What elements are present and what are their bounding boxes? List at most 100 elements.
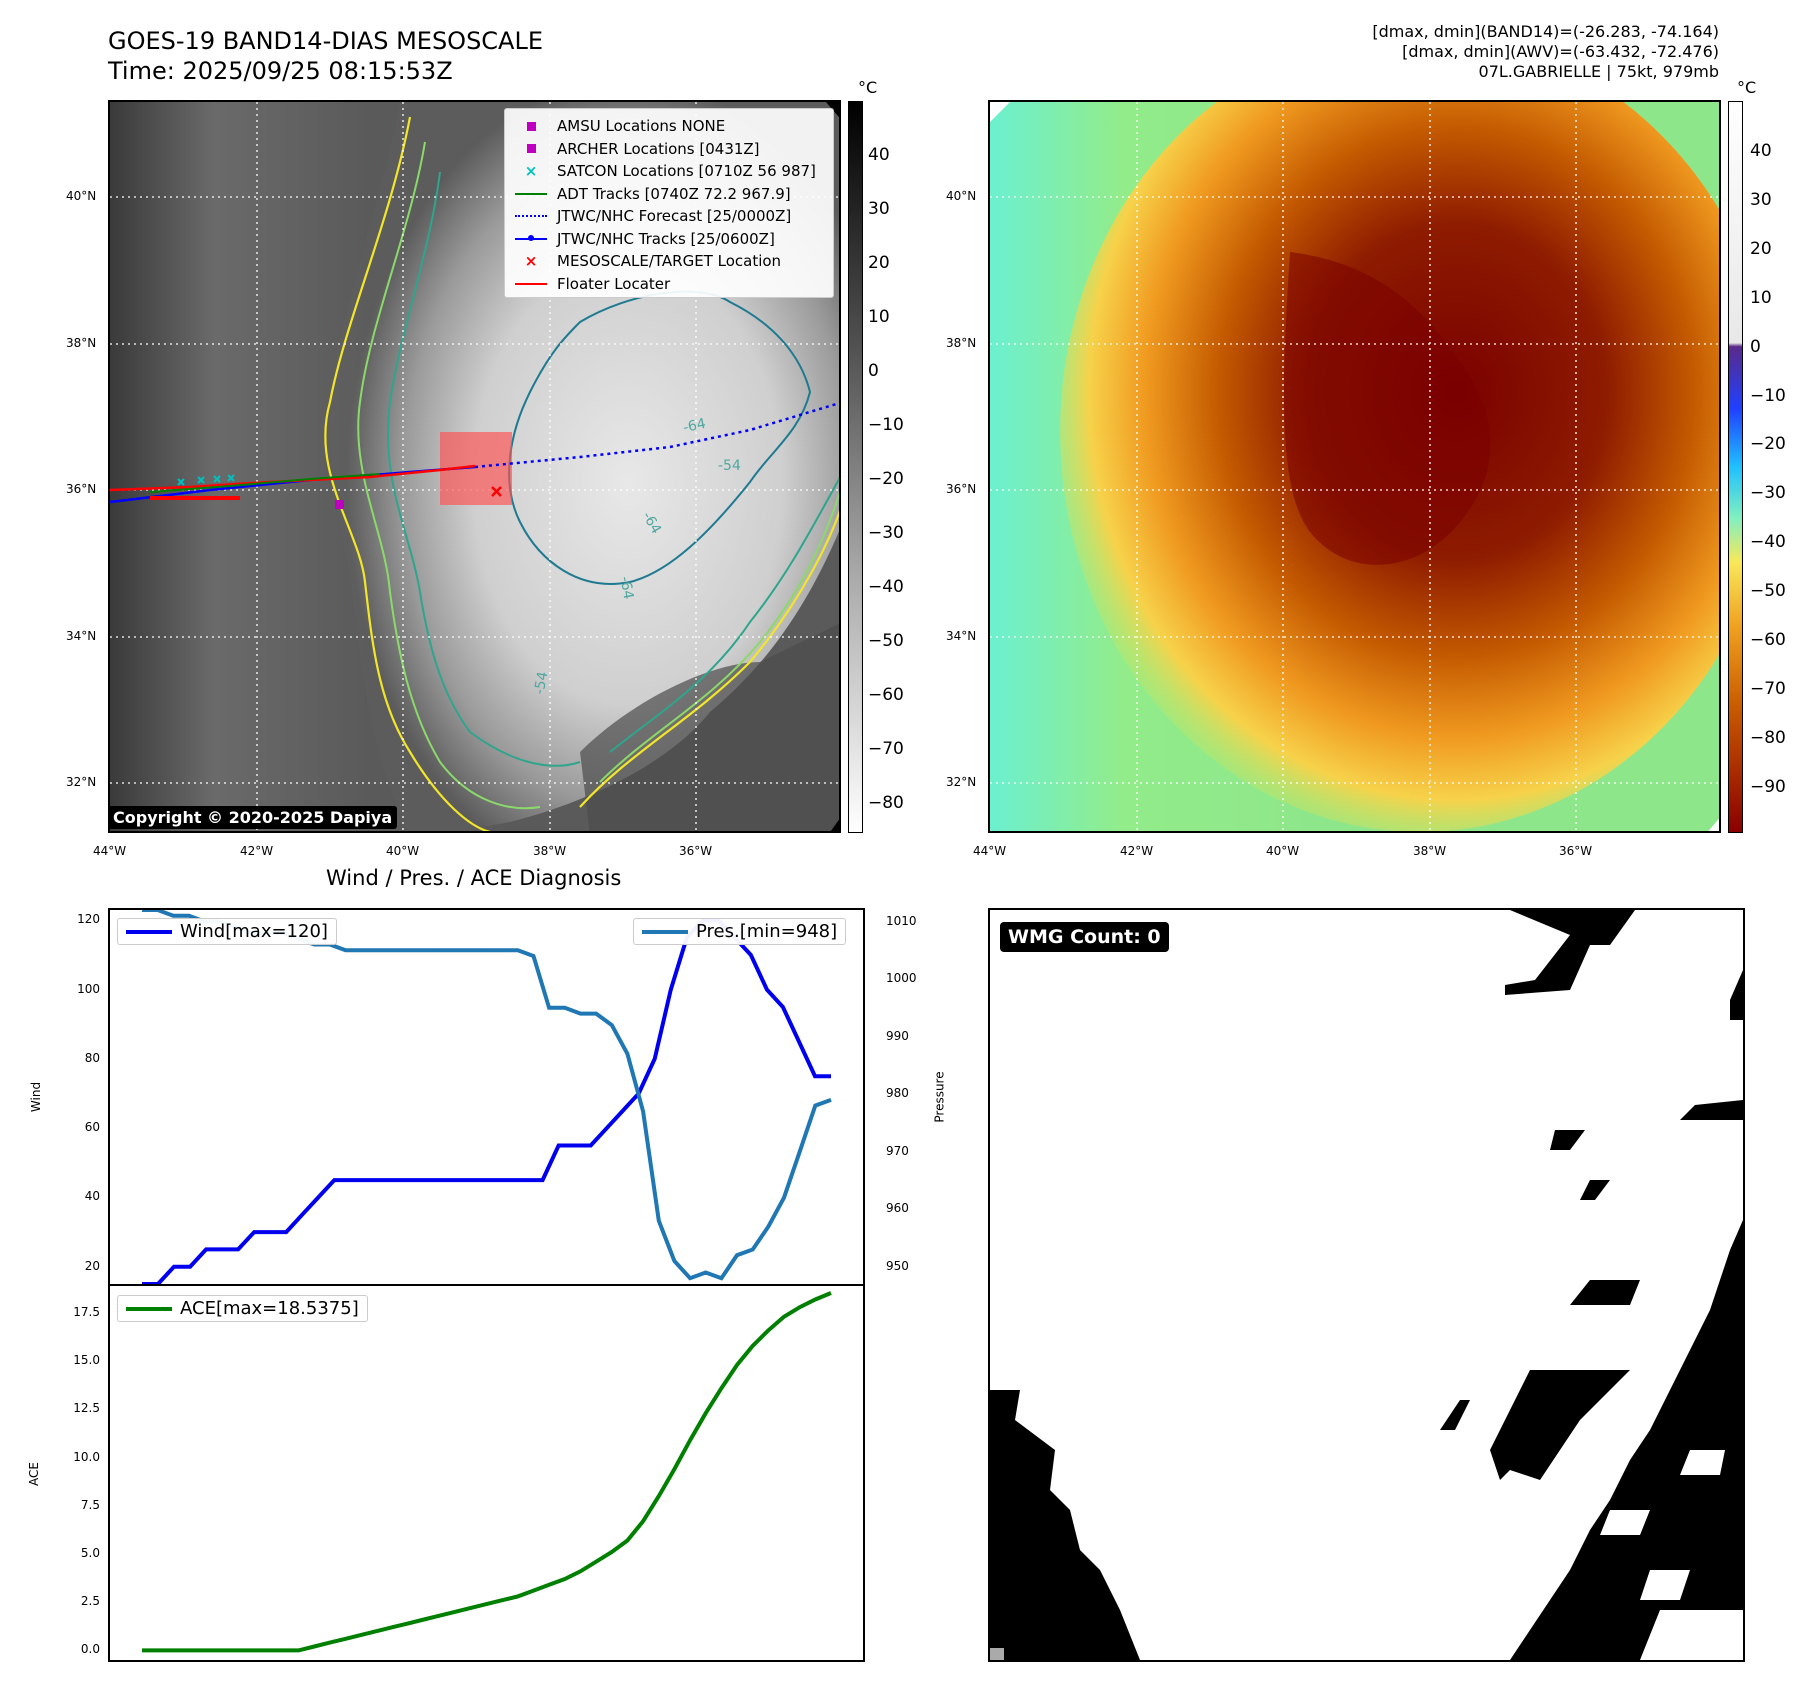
axis-tick-label: 60 bbox=[84, 1120, 100, 1135]
wind-legend-label: Wind[max=120] bbox=[180, 921, 328, 942]
axis-tick-label: 2.5 bbox=[80, 1594, 100, 1609]
lat-label: 38°N bbox=[946, 336, 977, 350]
colorbar-tick-label: −20 bbox=[868, 469, 904, 489]
copyright-badge: Copyright © 2020-2025 Dapiya bbox=[108, 806, 398, 829]
colorbar-tick-label: 10 bbox=[868, 307, 890, 327]
axis-tick-label: 5.0 bbox=[80, 1545, 100, 1560]
legend-row-amsu: AMSU Locations NONE bbox=[513, 115, 825, 138]
floater-track bbox=[110, 464, 476, 492]
lon-label: 40°W bbox=[1266, 844, 1300, 858]
axis-tick-label: 970 bbox=[886, 1143, 909, 1158]
lat-label: 32°N bbox=[946, 775, 977, 789]
lat-label: 36°N bbox=[946, 482, 977, 496]
axis-tick-label: 12.5 bbox=[73, 1401, 100, 1416]
colorbar-tick-label: 30 bbox=[868, 199, 890, 219]
wind-legend: Wind[max=120] bbox=[117, 918, 337, 945]
wind-pres-svg bbox=[141, 910, 832, 1284]
contour-label: -54 bbox=[718, 458, 741, 474]
colorbar-tick-label: −70 bbox=[1750, 678, 1786, 699]
legend-label: ARCHER Locations [0431Z] bbox=[557, 139, 760, 158]
ace-legend-label: ACE[max=18.5375] bbox=[180, 1298, 359, 1319]
solid-line-icon bbox=[513, 282, 549, 285]
colorbar-tick-label: −40 bbox=[1750, 532, 1786, 553]
ace-legend: ACE[max=18.5375] bbox=[117, 1295, 368, 1322]
wind-legend-swatch bbox=[126, 929, 172, 934]
axis-tick-label: 40 bbox=[84, 1189, 100, 1204]
lon-label: 42°W bbox=[1120, 844, 1154, 858]
ace-panel bbox=[108, 1284, 865, 1662]
colorbar-tick-label: −50 bbox=[868, 631, 904, 651]
axis-tick-label: 0.0 bbox=[80, 1642, 100, 1657]
axis-tick-label: 1010 bbox=[886, 913, 917, 928]
axis-tick-label: 950 bbox=[886, 1258, 909, 1273]
colorbar-unit: °C bbox=[1737, 78, 1757, 97]
lat-label: 40°N bbox=[946, 189, 977, 203]
lat-label: 36°N bbox=[66, 482, 97, 496]
wind-series-line bbox=[142, 918, 831, 1284]
legend-row-archer: ARCHER Locations [0431Z] bbox=[513, 138, 825, 161]
awv-map-panel bbox=[988, 100, 1721, 833]
ace-legend-swatch bbox=[126, 1306, 172, 1311]
satcon-markers bbox=[177, 474, 235, 486]
colorbar-tick-label: 30 bbox=[1750, 189, 1772, 210]
x-marker-icon: × bbox=[524, 252, 538, 271]
wmg-mask-svg bbox=[990, 910, 1743, 1660]
green-contour bbox=[386, 171, 839, 767]
legend-label: JTWC/NHC Forecast [25/0000Z] bbox=[557, 207, 792, 226]
x-marker-icon: × bbox=[524, 162, 538, 181]
axis-tick-label: 120 bbox=[77, 912, 100, 927]
axis-tick-label: 100 bbox=[77, 981, 100, 996]
gray-colorbar bbox=[848, 101, 863, 833]
ace-series-line bbox=[142, 1291, 832, 1653]
colorbar-tick-label: 40 bbox=[868, 145, 890, 165]
info-line-1: [dmax, dmin](BAND14)=(-26.283, -74.164) bbox=[1372, 22, 1719, 41]
wind-pres-panel bbox=[108, 908, 865, 1286]
awv-map-svg bbox=[990, 102, 1719, 831]
legend-row-satcon: × SATCON Locations [0710Z 56 987] bbox=[513, 160, 825, 183]
color-colorbar bbox=[1728, 101, 1743, 833]
forecast-track bbox=[474, 401, 839, 469]
pres-legend-label: Pres.[min=948] bbox=[696, 921, 838, 942]
colorbar-tick-label: −40 bbox=[868, 577, 904, 597]
pres-legend-swatch bbox=[642, 929, 688, 934]
lon-label: 36°W bbox=[679, 844, 713, 858]
lat-label: 34°N bbox=[946, 629, 977, 643]
pressure-axis-label: Pressure bbox=[932, 1071, 947, 1123]
dotted-line-icon bbox=[513, 215, 549, 218]
legend-row-tracks: JTWC/NHC Tracks [25/0600Z] bbox=[513, 228, 825, 251]
colorbar-tick-label: −80 bbox=[868, 793, 904, 813]
square-marker-icon bbox=[513, 144, 549, 154]
axis-tick-label: 7.5 bbox=[80, 1497, 100, 1512]
colorbar-tick-label: −50 bbox=[1750, 581, 1786, 602]
colorbar-tick-label: 0 bbox=[868, 361, 879, 381]
line-dot-icon bbox=[513, 234, 549, 241]
colorbar-tick-label: −30 bbox=[868, 523, 904, 543]
diag-title: Wind / Pres. / ACE Diagnosis bbox=[326, 866, 622, 890]
legend-label: SATCON Locations [0710Z 56 987] bbox=[557, 162, 816, 181]
legend-label: Floater Locater bbox=[557, 274, 671, 293]
solid-line-icon bbox=[513, 192, 549, 195]
square-marker-icon bbox=[513, 121, 549, 131]
info-line-2: [dmax, dmin](AWV)=(-63.432, -72.476) bbox=[1402, 42, 1719, 61]
title-line-1: GOES-19 BAND14-DIAS MESOSCALE bbox=[108, 27, 544, 55]
lon-label: 36°W bbox=[1559, 844, 1593, 858]
axis-tick-label: 17.5 bbox=[73, 1304, 100, 1319]
colorbar-unit: °C bbox=[858, 78, 878, 97]
legend-label: AMSU Locations NONE bbox=[557, 117, 726, 136]
figure-info: [dmax, dmin](BAND14)=(-26.283, -74.164) … bbox=[1372, 22, 1719, 82]
colorbar-tick-label: −10 bbox=[868, 415, 904, 435]
wmg-count-badge: WMG Count: 0 bbox=[1000, 922, 1169, 952]
target-marker bbox=[491, 486, 502, 497]
figure-title: GOES-19 BAND14-DIAS MESOSCALE Time: 2025… bbox=[108, 26, 543, 86]
legend-row-floater: Floater Locater bbox=[513, 273, 825, 296]
colorbar-tick-label: 40 bbox=[1750, 141, 1772, 161]
lat-label: 34°N bbox=[66, 629, 97, 643]
wind-axis-label: Wind bbox=[29, 1081, 44, 1113]
map-legend: AMSU Locations NONE ARCHER Locations [04… bbox=[504, 108, 834, 298]
title-line-2: Time: 2025/09/25 08:15:53Z bbox=[108, 57, 453, 85]
legend-label: MESOSCALE/TARGET Location bbox=[557, 252, 782, 271]
axis-tick-label: 20 bbox=[84, 1258, 100, 1273]
colorbar-tick-label: −80 bbox=[1750, 727, 1786, 748]
lon-label: 42°W bbox=[240, 844, 274, 858]
colorbar-tick-label: 10 bbox=[1750, 287, 1772, 308]
